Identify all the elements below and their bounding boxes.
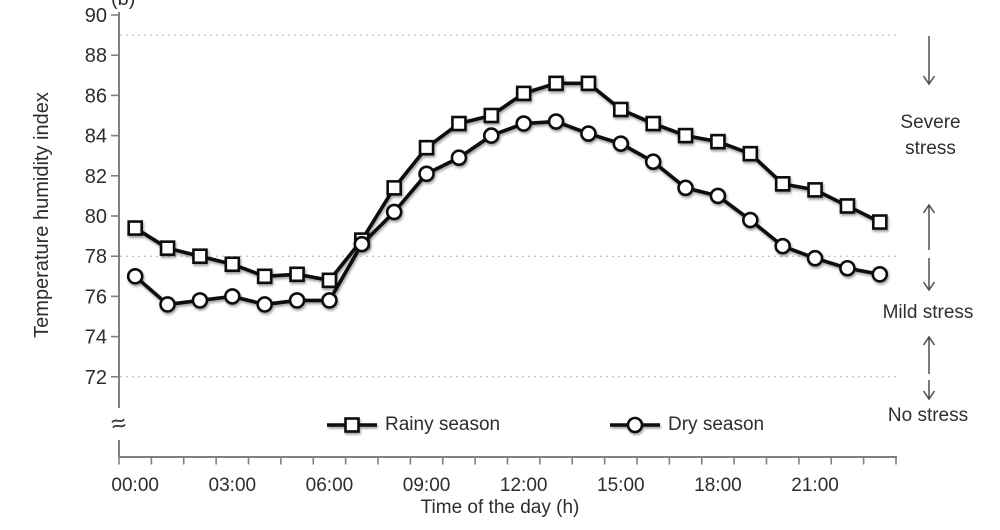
y-tick-label: 84 — [85, 126, 107, 148]
axis-ticks — [111, 14, 897, 465]
data-point-circle — [871, 265, 889, 283]
data-point-square — [839, 198, 856, 214]
y-tick-label: 74 — [85, 327, 107, 349]
series-line — [134, 119, 881, 307]
series-dry-season — [126, 113, 889, 313]
data-point-circle — [839, 259, 856, 277]
no-stress-boundary-down-arrow-icon — [922, 380, 936, 401]
annotation-severe-stress: Severe stress — [900, 112, 961, 159]
data-point-circle — [450, 149, 468, 167]
data-point-circle — [547, 113, 565, 130]
data-point-circle — [483, 127, 500, 144]
x-axis-title: Time of the day (h) — [420, 497, 580, 518]
data-point-circle — [224, 288, 241, 305]
y-tick-label: 86 — [85, 85, 107, 107]
y-tick-label: 82 — [85, 166, 107, 188]
x-tick-label: 21:00 — [791, 475, 839, 496]
data-point-circle — [288, 292, 306, 309]
legend-label-dry: Dry season — [668, 414, 765, 435]
figure-label: (b) — [111, 0, 135, 11]
data-point-circle — [806, 249, 824, 267]
data-point-square — [256, 268, 273, 285]
data-point-circle — [515, 115, 532, 132]
data-point-square — [677, 127, 694, 144]
data-point-circle — [353, 235, 371, 253]
data-point-circle — [126, 267, 144, 285]
y-tick-label: 80 — [85, 206, 107, 228]
y-tick-label: 88 — [85, 45, 107, 67]
data-point-square — [807, 182, 823, 198]
series-line — [134, 81, 881, 283]
data-point-square — [483, 107, 500, 124]
rainy-season-marker-icon — [327, 417, 377, 433]
data-point-square — [289, 266, 305, 283]
y-tick-label: 72 — [85, 367, 107, 389]
axes: ≈ — [109, 12, 897, 458]
legend-item-rainy-season: Rainy season — [326, 414, 500, 436]
x-tick-label: 12:00 — [500, 475, 548, 496]
mild-boundary-down-arrow-icon — [922, 258, 936, 292]
x-tick-label: 15:00 — [597, 475, 645, 496]
annotation-no-stress: No stress — [887, 405, 969, 426]
axis-tick-labels: 72 74 76 78 80 82 84 86 88 90 00:00 03:00 06:00 09:00… — [85, 5, 839, 496]
legend-item-dry-season: Dry season — [609, 414, 764, 436]
data-point-square — [451, 115, 467, 132]
data-point-square — [742, 145, 759, 162]
x-tick-label: 09:00 — [403, 475, 451, 496]
data-point-circle — [612, 135, 630, 152]
x-tick-label: 00:00 — [111, 475, 159, 496]
data-point-circle — [418, 165, 435, 183]
stress-zone-arrows — [922, 36, 936, 401]
y-axis-break-symbol: ≈ — [109, 407, 128, 439]
data-point-circle — [191, 292, 209, 309]
data-point-circle — [774, 237, 791, 255]
data-point-circle — [644, 153, 662, 171]
data-point-square — [224, 256, 241, 273]
data-point-circle — [580, 125, 597, 142]
data-point-square — [613, 101, 629, 118]
data-point-circle — [385, 203, 403, 221]
data-series — [126, 75, 889, 313]
annotation-mild-stress: Mild stress — [882, 302, 974, 323]
data-point-circle — [677, 179, 694, 197]
y-tick-label: 76 — [85, 286, 107, 308]
series-rainy-season — [127, 75, 888, 289]
no-stress-boundary-up-arrow-icon — [922, 335, 936, 374]
legend-label-rainy: Rainy season — [385, 414, 501, 435]
mild-boundary-up-arrow-icon — [922, 203, 936, 250]
x-tick-label: 18:00 — [694, 475, 742, 496]
data-point-square — [548, 75, 564, 92]
data-point-square — [580, 75, 597, 92]
data-point-square — [192, 248, 208, 264]
data-point-circle — [159, 296, 176, 313]
data-point-circle — [709, 187, 727, 205]
x-tick-label: 06:00 — [306, 475, 354, 496]
data-point-circle — [742, 211, 759, 229]
data-point-square — [159, 240, 176, 256]
data-point-square — [418, 139, 435, 156]
severe-zone-down-arrow-icon — [922, 36, 936, 86]
data-point-square — [872, 214, 888, 230]
y-tick-label: 90 — [85, 5, 107, 27]
data-point-square — [710, 133, 726, 150]
data-point-circle — [256, 296, 273, 313]
y-tick-label: 78 — [85, 246, 107, 268]
dry-season-marker-icon — [610, 416, 660, 434]
data-point-square — [515, 85, 532, 102]
data-point-square — [386, 180, 402, 196]
data-point-square — [774, 176, 791, 192]
x-tick-label: 03:00 — [209, 475, 257, 496]
data-point-square — [645, 115, 661, 132]
data-point-circle — [321, 292, 338, 309]
data-point-square — [127, 220, 143, 236]
reference-lines — [120, 34, 896, 378]
data-point-square — [321, 272, 338, 289]
